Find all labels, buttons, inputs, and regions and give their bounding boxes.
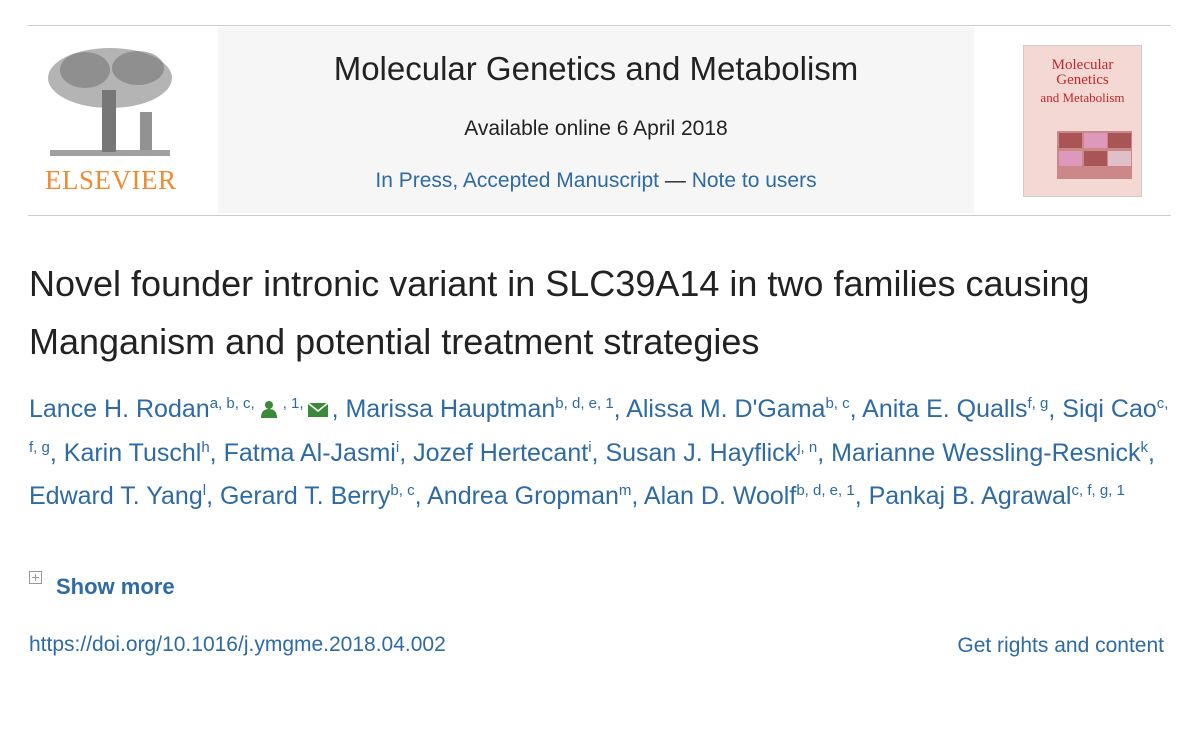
- author-name[interactable]: Alissa M. D'Gama: [626, 395, 826, 423]
- publisher-name: ELSEVIER: [45, 165, 177, 195]
- affiliation-marks: b, c: [390, 482, 415, 499]
- author-name[interactable]: Lance H. Rodan: [29, 395, 210, 423]
- author[interactable]: Gerard T. Berryb, c: [220, 482, 415, 510]
- affiliation-marks: , 1,: [282, 395, 304, 412]
- publisher-logo: [48, 48, 172, 156]
- author-separator: ,: [206, 482, 220, 510]
- author-name[interactable]: Fatma Al-Jasmi: [223, 438, 396, 467]
- author-name[interactable]: Anita E. Qualls: [862, 395, 1028, 423]
- header-rule: [28, 215, 1171, 216]
- note-link[interactable]: Note to users: [691, 169, 817, 192]
- affiliation-marks: m: [618, 482, 632, 499]
- author-name[interactable]: Jozef Hertecant: [413, 438, 589, 467]
- separator: —: [664, 169, 686, 192]
- journal-title[interactable]: Molecular Genetics and Metabolism: [333, 50, 859, 87]
- author[interactable]: Siqi Caoc, f, g: [29, 395, 1168, 467]
- cover-title: and Metabolism: [1040, 90, 1125, 105]
- author-separator: ,: [399, 438, 414, 467]
- author-separator: ,: [591, 438, 606, 467]
- author-separator: ,: [209, 438, 224, 467]
- header-band: [218, 27, 974, 213]
- affiliation-marks: b, d, e, 1: [796, 482, 855, 499]
- author[interactable]: Marissa Hauptmanb, d, e, 1: [345, 395, 613, 423]
- author[interactable]: Lance H. Rodana, b, c, , 1,: [29, 395, 332, 423]
- available-date: Available online 6 April 2018: [464, 117, 728, 140]
- show-more-label[interactable]: Show more: [56, 574, 175, 599]
- article-title: Novel founder intronic variant in SLC39A…: [29, 263, 1090, 362]
- author[interactable]: Edward T. Yangl: [29, 482, 206, 510]
- affiliation-marks: c, f, g, 1: [1071, 482, 1125, 499]
- affiliation-marks: i: [588, 438, 592, 456]
- email-icon[interactable]: [307, 400, 329, 418]
- author[interactable]: Anita E. Quallsf, g: [862, 395, 1048, 423]
- expand-icon: [29, 571, 42, 584]
- affiliation-marks: c, f, g: [29, 395, 1169, 456]
- affiliation-marks: f, g: [1027, 395, 1049, 412]
- author[interactable]: Alissa M. D'Gamab, c: [626, 395, 849, 423]
- author-name[interactable]: Karin Tuschl: [63, 438, 202, 467]
- affiliation-marks: b, c: [825, 395, 850, 412]
- author[interactable]: Alan D. Woolfb, d, e, 1: [644, 482, 855, 510]
- author-separator: ,: [1147, 438, 1155, 467]
- author-name[interactable]: Marissa Hauptman: [345, 395, 556, 423]
- author[interactable]: Jozef Hertecanti: [413, 439, 591, 467]
- journal-cover[interactable]: Molecular Genetics and Metabolism: [1023, 45, 1142, 197]
- author[interactable]: Pankaj B. Agrawalc, f, g, 1: [869, 482, 1125, 510]
- affiliation-marks: b, d, e, 1: [555, 395, 614, 412]
- author-separator: ,: [849, 395, 863, 423]
- author-separator: ,: [631, 482, 644, 510]
- affiliation-marks: a, b, c,: [209, 395, 255, 412]
- author-separator: ,: [49, 438, 64, 467]
- rights-link[interactable]: Get rights and content: [957, 634, 1164, 657]
- author-name[interactable]: Pankaj B. Agrawal: [868, 482, 1072, 510]
- status-link[interactable]: In Press, Accepted Manuscript: [375, 169, 660, 192]
- affiliation-marks: h: [201, 438, 210, 456]
- author-separator: ,: [1048, 395, 1063, 423]
- author-list: Lance H. Rodana, b, c, , 1,, Marissa Haup…: [29, 388, 1169, 519]
- author-name[interactable]: Edward T. Yang: [29, 482, 203, 510]
- cover-images: [1057, 131, 1132, 179]
- affiliation-marks: i: [395, 438, 400, 456]
- top-rule: [28, 25, 1171, 26]
- author-name[interactable]: Gerard T. Berry: [219, 482, 391, 510]
- affiliation-marks: k: [1140, 438, 1148, 456]
- affiliation-marks: l: [202, 482, 207, 499]
- affiliation-marks: j, n: [797, 438, 818, 456]
- author[interactable]: Susan J. Hayflickj, n: [605, 439, 817, 467]
- author[interactable]: Marianne Wessling-Resnickk: [831, 439, 1148, 467]
- status-line: In Press, Accepted Manuscript — Note to …: [218, 169, 974, 193]
- author[interactable]: Fatma Al-Jasmii: [224, 439, 400, 467]
- corresponding-author-icon[interactable]: [258, 400, 280, 418]
- show-more[interactable]: Show more: [29, 571, 175, 600]
- cover-title: Molecular Genetics: [1051, 57, 1114, 88]
- author[interactable]: Karin Tuschlh: [64, 439, 210, 467]
- author-name[interactable]: Alan D. Woolf: [643, 482, 797, 510]
- author-separator: ,: [854, 482, 869, 510]
- author-name[interactable]: Marianne Wessling-Resnick: [831, 438, 1141, 467]
- doi-link[interactable]: https://doi.org/10.1016/j.ymgme.2018.04.…: [29, 633, 446, 656]
- author-separator: ,: [817, 438, 832, 467]
- author-separator: ,: [331, 395, 346, 423]
- author-separator: ,: [613, 395, 627, 423]
- author[interactable]: Andrea Gropmanm: [427, 482, 631, 510]
- author-name[interactable]: Siqi Cao: [1062, 395, 1157, 423]
- author-name[interactable]: Andrea Gropman: [427, 482, 619, 510]
- author-separator: ,: [414, 482, 428, 510]
- author-name[interactable]: Susan J. Hayflick: [605, 438, 798, 467]
